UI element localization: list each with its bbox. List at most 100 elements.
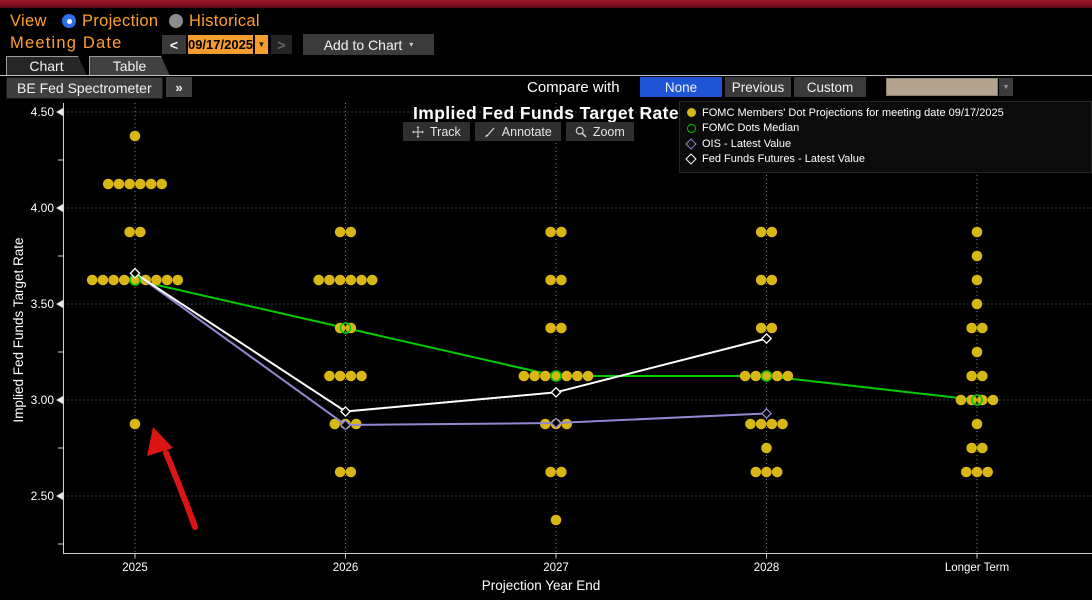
compare-custom-button[interactable]: Custom [794, 77, 866, 97]
fomc-dot [971, 418, 983, 430]
zoom-button[interactable]: Zoom [565, 122, 634, 141]
view-option-label: Projection [82, 12, 159, 30]
panel-divider [0, 75, 1092, 76]
fomc-dot [545, 226, 556, 238]
fomc-dot [750, 370, 762, 382]
fomc-dot [971, 226, 983, 238]
fomc-dot [561, 370, 572, 382]
tab-table[interactable]: Table [89, 56, 170, 76]
arrow-head [147, 427, 173, 456]
fomc-dot [324, 274, 335, 286]
meeting-date-dropdown-icon[interactable]: ▼ [255, 35, 268, 54]
fomc-dot [971, 298, 983, 310]
legend-label: FOMC Dots Median [702, 122, 800, 135]
fomc-dot [771, 370, 783, 382]
fomc-dot [108, 274, 119, 286]
fomc-dot [755, 274, 767, 286]
fomc-dot [771, 466, 783, 478]
fomc-dot [345, 226, 357, 238]
futures-marker [339, 406, 352, 418]
compare-none-button[interactable]: None [640, 77, 722, 97]
fomc-dot [124, 226, 135, 238]
fomc-dot [119, 274, 130, 286]
track-button[interactable]: Track [403, 122, 470, 141]
fomc-dot [766, 322, 778, 334]
fomc-dot [518, 370, 530, 382]
be-fed-spectrometer-button[interactable]: BE Fed Spectrometer [6, 77, 163, 99]
y-tick-label: 2.50 [31, 489, 55, 503]
x-tick-label: Longer Term [945, 562, 1009, 574]
fomc-dot [334, 226, 346, 238]
fomc-dot [971, 346, 983, 358]
fomc-dot [761, 370, 772, 382]
dot-plot-chart[interactable]: 2.50 3.00 3.50 4.00 4.50 2025 2026 2027 2028 Long… [0, 98, 1092, 600]
fomc-dot [124, 178, 135, 190]
median-marker [760, 370, 773, 382]
fomc-dot [366, 274, 378, 286]
fomc-dot [761, 442, 772, 454]
x-tick-label: 2026 [333, 562, 359, 574]
x-axis-title: Projection Year End [482, 578, 601, 593]
ois-line [134, 272, 767, 426]
track-icon [412, 125, 424, 138]
fomc-dot [135, 226, 146, 238]
fomc-dot [777, 418, 788, 430]
compare-custom-select[interactable] [886, 78, 998, 96]
fomc-dot [750, 466, 762, 478]
view-radio-historical[interactable] [169, 14, 183, 28]
legend-label: OIS - Latest Value [702, 137, 792, 150]
x-tick-label: 2028 [754, 562, 780, 574]
compare-with-label: Compare with [527, 79, 620, 96]
tool-label: Annotate [501, 124, 552, 139]
fomc-dot [556, 466, 567, 478]
fomc-dot [129, 418, 141, 430]
fomc-dot [977, 370, 988, 382]
y-tick-label: 3.50 [31, 297, 55, 311]
fomc-dot [135, 178, 146, 190]
legend-label: FOMC Members' Dot Projections for meetin… [702, 106, 1004, 119]
ois-marker [339, 419, 352, 431]
expand-panel-button[interactable]: » [166, 77, 192, 97]
prev-date-button[interactable]: < [162, 35, 186, 54]
annotate-button[interactable]: Annotate [474, 122, 561, 141]
fomc-dot [345, 274, 357, 286]
x-tick-label: 2027 [543, 562, 569, 574]
fomc-dot [545, 466, 556, 478]
compare-previous-button[interactable]: Previous [725, 77, 791, 97]
y-tick-label: 4.00 [31, 201, 55, 215]
fomc-dot [977, 322, 988, 334]
fomc-dot [766, 418, 778, 430]
fomc-dot [561, 418, 572, 430]
legend-item: OIS - Latest Value [685, 136, 1085, 152]
fomc-dot [113, 178, 125, 190]
fomc-dot [129, 130, 141, 142]
y-tick-label: 4.50 [31, 105, 55, 119]
fomc-dot [755, 322, 767, 334]
y-tick-arrow [56, 396, 63, 404]
y-tick-label: 3.00 [31, 393, 55, 407]
fomc-dot [97, 274, 109, 286]
chart-title: Implied Fed Funds Target Rate [412, 103, 680, 123]
arrow-tail [163, 450, 198, 530]
meeting-date-field[interactable]: 09/17/2025 [187, 35, 254, 54]
fomc-dot [961, 466, 972, 478]
view-radio-projection[interactable] [62, 14, 76, 28]
tab-chart[interactable]: Chart [6, 56, 87, 76]
fomc-dot [345, 466, 357, 478]
next-date-button[interactable]: > [271, 35, 292, 54]
dot-marker-icon [686, 108, 696, 118]
fomc-dot [971, 250, 983, 262]
circle-marker-icon [686, 123, 696, 133]
fomc-dot [739, 370, 751, 382]
compare-custom-select-arrow-icon[interactable]: ▼ [999, 78, 1013, 96]
chart-toolbar: Track Annotate Zoom [403, 122, 634, 141]
fomc-dot [334, 274, 346, 286]
fomc-dot [556, 226, 567, 238]
add-to-chart-button[interactable]: Add to Chart ▾ [303, 34, 434, 55]
meeting-date-label: Meeting Date [10, 34, 123, 52]
fomc-dot [572, 370, 583, 382]
fomc-dot [324, 370, 335, 382]
fomc-dot [755, 226, 767, 238]
annotate-icon [484, 127, 495, 137]
fomc-dot [129, 274, 141, 286]
